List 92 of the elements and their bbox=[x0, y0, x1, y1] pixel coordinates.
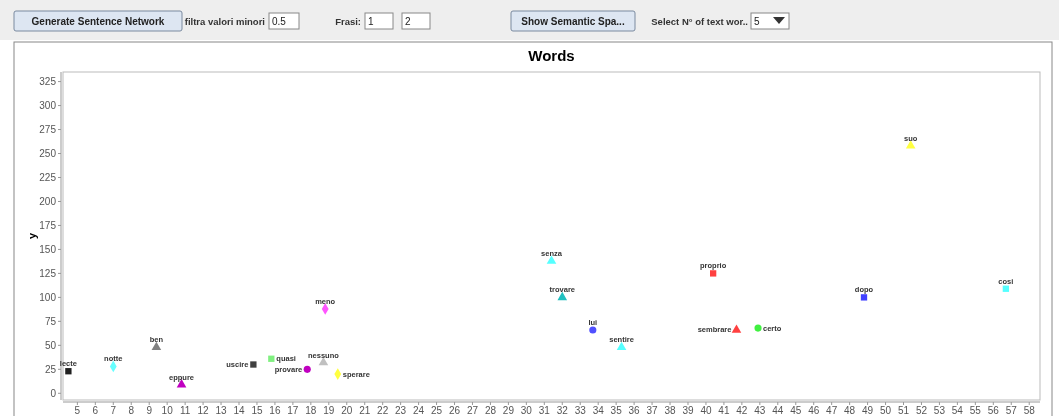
x-tick-label: 14 bbox=[233, 405, 245, 416]
x-tick-label: 33 bbox=[574, 405, 587, 416]
x-tick-label: 31 bbox=[538, 405, 551, 416]
y-tick-label: 75 bbox=[44, 315, 57, 327]
show-button: Show Semantic Spa... bbox=[510, 10, 636, 32]
generate-button: Generate Sentence Network bbox=[13, 10, 183, 32]
text: filtra valori minori bbox=[184, 16, 265, 27]
text-field: 2 bbox=[401, 12, 431, 30]
x-tick-label: 13 bbox=[215, 405, 228, 416]
y-tick-label: 150 bbox=[39, 243, 57, 255]
y-axis-title: y bbox=[26, 232, 38, 240]
x-tick-label: 38 bbox=[664, 405, 677, 416]
point bbox=[731, 324, 742, 333]
y-tick-label: 300 bbox=[39, 100, 57, 112]
point bbox=[616, 341, 627, 351]
y-tick-label: 50 bbox=[44, 339, 57, 351]
y-tick-label: 125 bbox=[39, 267, 57, 279]
x-tick-label: 30 bbox=[520, 405, 533, 416]
x-tick-label: 55 bbox=[969, 405, 982, 416]
x-tick-label: 34 bbox=[592, 405, 605, 416]
point bbox=[557, 291, 568, 301]
y-tick-label: 325 bbox=[39, 76, 57, 88]
text: Frasi: bbox=[335, 16, 361, 27]
x-tick-label: 45 bbox=[790, 405, 802, 416]
y-tick-label: 225 bbox=[39, 172, 57, 183]
y-tick-label: 175 bbox=[39, 219, 57, 231]
x-tick-label: 54 bbox=[951, 405, 964, 416]
point bbox=[65, 368, 72, 375]
point bbox=[1002, 285, 1010, 292]
dropdown-field: 5 bbox=[750, 12, 790, 30]
y-tick-label: 275 bbox=[39, 124, 57, 136]
x-tick-label: 53 bbox=[933, 405, 946, 416]
x-tick-label: 41 bbox=[718, 405, 730, 416]
x-tick-label: 25 bbox=[431, 405, 443, 416]
x-tick-label: 28 bbox=[484, 405, 497, 416]
x-tick-label: 20 bbox=[341, 405, 353, 416]
point bbox=[268, 355, 275, 362]
y-tick-label: 100 bbox=[39, 291, 57, 303]
x-tick-label: 22 bbox=[377, 405, 389, 416]
text-field: 0.5 bbox=[268, 12, 300, 30]
x-tick-label: 6 bbox=[92, 405, 99, 416]
x-tick-label: 24 bbox=[413, 405, 425, 416]
x-tick-label: 39 bbox=[682, 405, 694, 416]
x-tick-label: 44 bbox=[772, 405, 784, 416]
chart-title: Words bbox=[528, 47, 575, 64]
point bbox=[151, 341, 162, 351]
x-tick-label: 19 bbox=[323, 405, 335, 416]
x-tick-label: 47 bbox=[826, 405, 838, 416]
x-tick-label: 12 bbox=[197, 405, 210, 416]
text: Select N° of text wor.. bbox=[651, 16, 748, 27]
x-tick-label: 18 bbox=[305, 405, 317, 416]
x-tick-label: 40 bbox=[700, 405, 712, 416]
x-tick-label: 23 bbox=[395, 405, 407, 416]
x-tick-label: 27 bbox=[466, 405, 479, 416]
point bbox=[860, 294, 868, 301]
point bbox=[303, 365, 311, 373]
x-tick-label: 26 bbox=[448, 405, 461, 416]
point bbox=[754, 324, 762, 332]
x-tick-label: 32 bbox=[556, 405, 569, 416]
x-tick-label: 10 bbox=[161, 405, 174, 416]
x-tick-label: 35 bbox=[610, 405, 623, 416]
y-tick-label: 25 bbox=[44, 363, 57, 375]
x-tick-label: 49 bbox=[862, 405, 874, 416]
x-tick-label: 11 bbox=[179, 405, 191, 416]
x-tick-label: 9 bbox=[146, 405, 153, 416]
x-tick-label: 48 bbox=[844, 405, 856, 416]
point bbox=[709, 270, 717, 277]
y-tick-label: 0 bbox=[50, 387, 57, 399]
x-tick-label: 43 bbox=[754, 405, 766, 416]
x-tick-label: 52 bbox=[915, 405, 928, 416]
x-tick-label: 16 bbox=[269, 405, 281, 416]
text-field: 1 bbox=[364, 12, 394, 30]
x-tick-label: 15 bbox=[251, 405, 263, 416]
point bbox=[589, 326, 597, 334]
x-tick-label: 21 bbox=[359, 405, 371, 416]
x-tick-label: 36 bbox=[628, 405, 641, 416]
x-tick-label: 37 bbox=[646, 405, 659, 416]
x-tick-label: 7 bbox=[110, 405, 117, 416]
y-tick-label: 250 bbox=[39, 148, 57, 160]
x-tick-label: 5 bbox=[74, 405, 81, 416]
x-tick-label: 58 bbox=[1023, 405, 1036, 416]
x-tick-label: 46 bbox=[808, 405, 820, 416]
x-tick-label: 57 bbox=[1005, 405, 1018, 416]
x-tick-label: 51 bbox=[897, 405, 910, 416]
x-tick-label: 17 bbox=[287, 405, 299, 416]
x-tick-label: 29 bbox=[502, 405, 515, 416]
x-tick-label: 56 bbox=[987, 405, 1000, 416]
point bbox=[250, 361, 257, 368]
x-tick-label: 42 bbox=[736, 405, 748, 416]
x-tick-label: 50 bbox=[879, 405, 892, 416]
x-tick-label: 8 bbox=[128, 405, 135, 416]
y-tick-label: 200 bbox=[39, 195, 57, 207]
